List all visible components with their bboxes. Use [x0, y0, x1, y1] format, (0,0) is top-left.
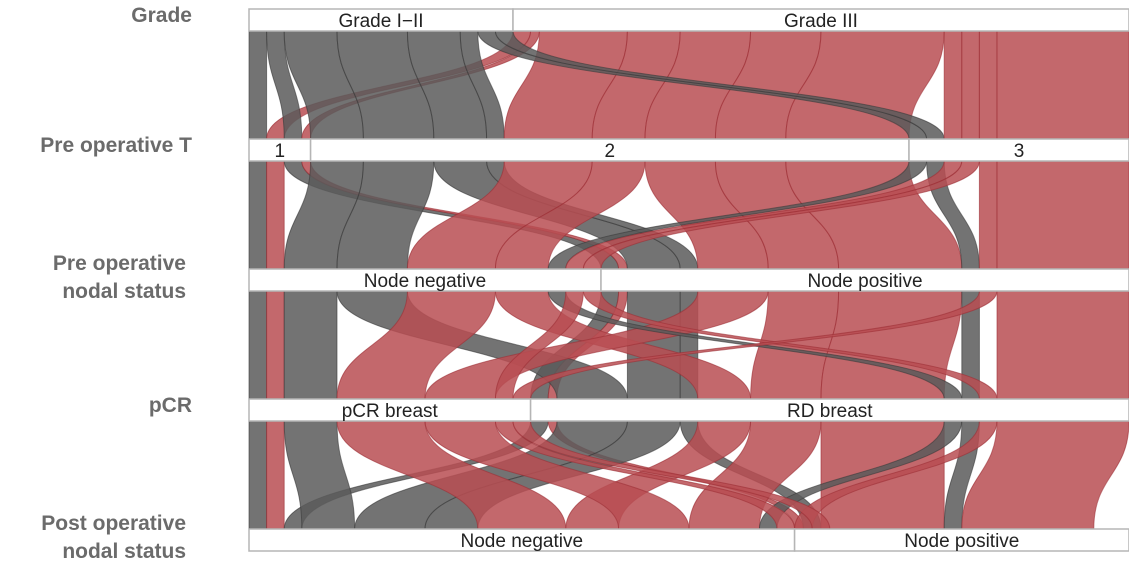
flow-band: [266, 420, 285, 530]
category-box: [529, 398, 1129, 422]
category-label: 1: [275, 141, 286, 162]
flow-band: [978, 160, 998, 270]
category-label: 2: [605, 141, 616, 162]
flow-band: [248, 420, 268, 530]
category-label: 3: [1014, 141, 1025, 162]
category-box: [600, 268, 1129, 292]
flow-band: [961, 30, 980, 140]
flow-band: [283, 290, 338, 400]
flow-band: [943, 30, 963, 140]
category-label: Node negative: [364, 271, 487, 292]
axis-name-label: pCR: [149, 394, 192, 417]
axis-name-label: Post operative nodal status: [41, 512, 186, 563]
category-box: [512, 8, 1129, 32]
flow-band: [266, 160, 285, 270]
category-label: Node positive: [904, 531, 1019, 552]
category-label: Node negative: [461, 531, 584, 552]
axis-labels-layer: Grade Pre operative T Pre operative nodal s…: [40, 4, 192, 563]
flow-band: [248, 290, 268, 400]
category-label: RD breast: [787, 401, 873, 422]
axis-name-label: Pre operative T: [40, 134, 192, 157]
category-label: Grade III: [784, 11, 858, 32]
category-box: [908, 138, 1129, 162]
category-boxes-layer: Grade I−II Grade III 1 2 3 Node negative Node …: [248, 8, 1129, 552]
flow-band: [978, 30, 998, 140]
flow-band: [996, 290, 1129, 400]
flow-band: [248, 160, 268, 270]
axis-name-label: Grade: [131, 4, 192, 27]
flow-band: [266, 290, 285, 400]
category-label: Grade I−II: [338, 11, 423, 32]
flow-band: [996, 160, 1129, 270]
axis-name-label: Pre operative nodal status: [53, 252, 186, 303]
flow-band: [996, 30, 1129, 140]
flows-layer: [248, 30, 1129, 530]
category-label: pCR breast: [342, 401, 439, 422]
category-label: Node positive: [807, 271, 922, 292]
flow-band: [820, 420, 945, 530]
flow-band: [248, 30, 268, 140]
